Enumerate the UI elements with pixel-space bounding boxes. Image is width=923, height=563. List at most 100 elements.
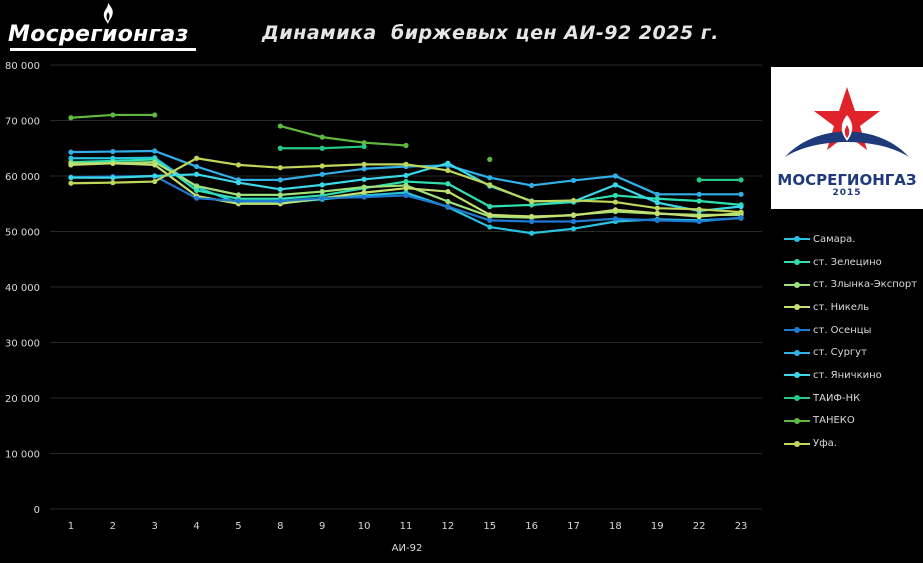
- data-point: [529, 198, 535, 205]
- data-point: [361, 140, 367, 146]
- data-point: [361, 194, 367, 200]
- x-tick-label: 11: [400, 521, 413, 532]
- data-point: [152, 148, 158, 154]
- data-point: [193, 195, 200, 201]
- data-point: [445, 198, 451, 205]
- data-point: [68, 149, 74, 155]
- data-point: [487, 224, 493, 230]
- data-point: [152, 162, 158, 168]
- x-tick-label: 12: [442, 521, 455, 532]
- mosregiongaz-emblem: МОСРЕГИОНГАЗ 2015: [771, 67, 923, 209]
- x-tick-label: 16: [525, 521, 538, 532]
- legend-label: ст. Никель: [813, 301, 870, 313]
- data-point: [193, 183, 200, 189]
- x-tick-label: 23: [735, 521, 748, 532]
- logo-wordmark: Мосрегионгаз: [8, 22, 189, 47]
- data-point: [738, 191, 744, 197]
- y-tick-label: 30 000: [5, 339, 40, 350]
- data-point: [570, 197, 577, 204]
- legend-label: ст. Осенцы: [813, 324, 872, 336]
- x-axis-label: АИ-92: [392, 543, 423, 554]
- data-point: [403, 142, 409, 149]
- y-tick-label: 80 000: [5, 61, 40, 72]
- x-tick-label: 5: [235, 521, 241, 532]
- data-point: [696, 191, 702, 197]
- data-point: [235, 198, 242, 204]
- data-point: [110, 148, 116, 155]
- data-point: [654, 196, 660, 202]
- data-point: [738, 209, 744, 215]
- data-point: [487, 175, 493, 181]
- data-point: [152, 178, 158, 185]
- y-tick-label: 70 000: [5, 117, 40, 128]
- data-point: [152, 173, 158, 179]
- data-point: [68, 115, 74, 121]
- x-tick-label: 8: [277, 521, 283, 532]
- legend-swatch: [784, 370, 810, 380]
- data-point: [403, 161, 409, 167]
- data-point: [277, 198, 283, 204]
- data-point: [68, 180, 74, 186]
- data-point: [235, 192, 242, 198]
- x-tick-label: 4: [193, 521, 199, 532]
- data-point: [110, 160, 116, 166]
- legend-label: Уфа.: [813, 438, 837, 450]
- data-point: [696, 206, 702, 212]
- chart-legend: Самара. ст. Зелецино ст. Злынка-Экспорт ст.…: [784, 228, 919, 455]
- data-point: [235, 180, 242, 186]
- legend-item: ст. Злынка-Экспорт: [784, 273, 919, 296]
- legend-swatch: [784, 257, 810, 267]
- data-point: [277, 192, 283, 198]
- legend-item: ст. Яничкино: [784, 364, 919, 387]
- data-point: [361, 166, 367, 172]
- data-point: [738, 177, 744, 183]
- data-point: [612, 182, 619, 188]
- data-point: [193, 163, 200, 170]
- data-point: [403, 172, 409, 179]
- legend-item: ст. Осенцы: [784, 319, 919, 342]
- data-point: [403, 178, 409, 185]
- data-point: [445, 160, 451, 166]
- data-point: [152, 112, 158, 118]
- data-point: [361, 184, 367, 190]
- x-tick-label: 22: [693, 521, 706, 532]
- data-point: [487, 182, 493, 188]
- data-point: [361, 143, 367, 150]
- data-point: [277, 177, 283, 183]
- x-tick-label: 9: [319, 521, 325, 532]
- data-point: [570, 212, 577, 219]
- data-point: [487, 156, 493, 162]
- x-tick-label: 1: [68, 521, 74, 532]
- data-point: [361, 161, 367, 167]
- data-point: [487, 212, 493, 218]
- legend-swatch: [784, 348, 810, 358]
- data-point: [696, 218, 702, 225]
- legend-swatch: [784, 325, 810, 335]
- data-point: [361, 176, 367, 182]
- data-point: [110, 112, 116, 118]
- x-tick-label: 2: [110, 521, 116, 532]
- data-point: [68, 162, 74, 168]
- data-point: [110, 175, 116, 181]
- star-flame-icon: [785, 87, 909, 157]
- data-point: [570, 177, 577, 184]
- legend-swatch: [784, 416, 810, 426]
- data-point: [235, 162, 242, 168]
- data-point: [277, 123, 283, 129]
- legend-item: ст. Сургут: [784, 341, 919, 364]
- data-point: [612, 216, 619, 222]
- data-point: [529, 218, 535, 225]
- legend-swatch: [784, 439, 810, 449]
- data-point: [654, 205, 660, 211]
- data-point: [445, 181, 451, 187]
- data-point: [612, 192, 619, 199]
- y-tick-label: 50 000: [5, 228, 40, 239]
- legend-item: Уфа.: [784, 432, 919, 455]
- data-point: [487, 203, 493, 210]
- data-point: [612, 173, 619, 179]
- legend-swatch: [784, 280, 810, 290]
- legend-label: Самара.: [813, 233, 856, 245]
- data-point: [696, 198, 702, 204]
- data-point: [277, 165, 283, 171]
